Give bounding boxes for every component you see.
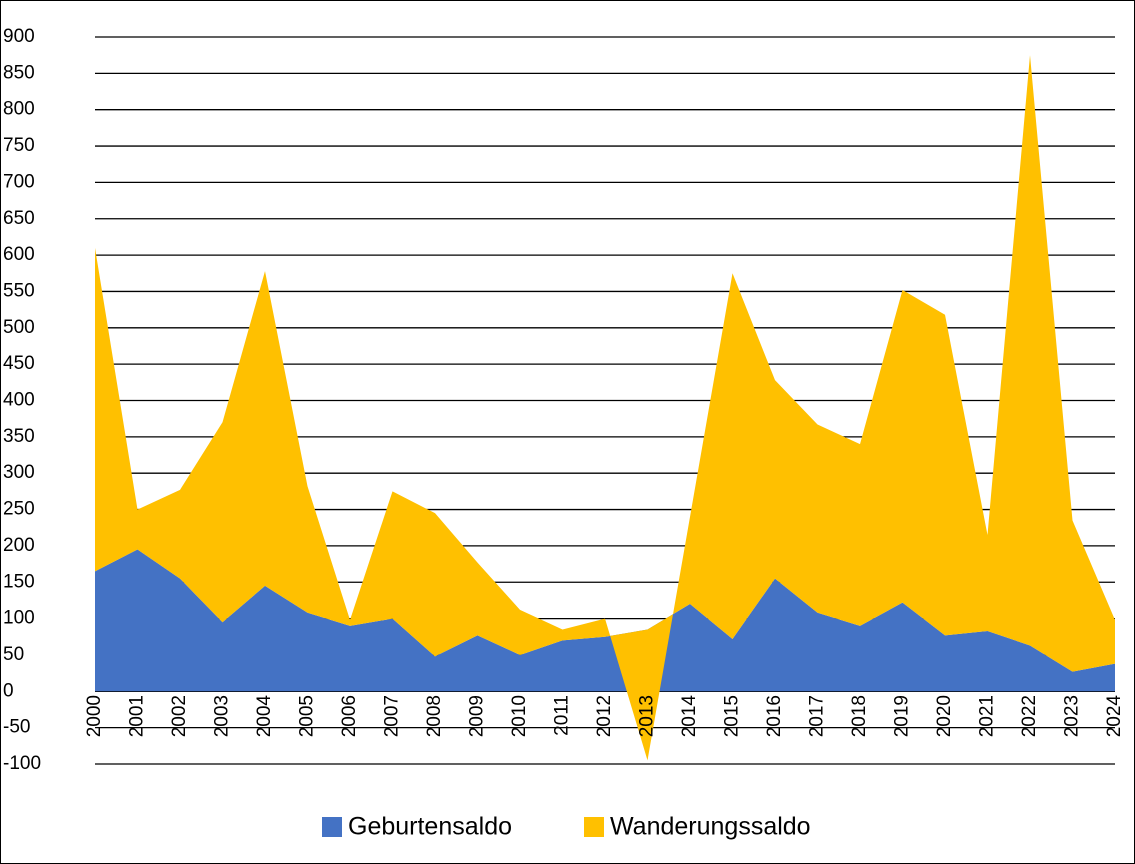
y-tick-label: 600 bbox=[3, 244, 35, 265]
x-tick-label: 2003 bbox=[212, 695, 233, 737]
y-tick-label: 800 bbox=[3, 99, 35, 120]
area bbox=[95, 55, 1115, 761]
x-tick-label: 2011 bbox=[552, 695, 573, 736]
legend-label: Wanderungssaldo bbox=[610, 813, 811, 841]
y-tick-label: 150 bbox=[3, 571, 35, 592]
x-tick-label: 2020 bbox=[934, 695, 955, 737]
y-tick-label: 200 bbox=[3, 535, 35, 556]
x-tick-label: 2016 bbox=[764, 695, 785, 737]
y-tick-label: 400 bbox=[3, 390, 35, 411]
y-tick-label: 850 bbox=[3, 62, 35, 83]
y-tick-label: 250 bbox=[3, 499, 35, 520]
y-tick-label: 500 bbox=[3, 317, 35, 338]
x-tick-label: 2000 bbox=[84, 695, 105, 737]
x-tick-label: 2002 bbox=[169, 695, 190, 737]
x-tick-label: 2005 bbox=[297, 695, 318, 737]
y-tick-label: -50 bbox=[3, 717, 30, 738]
legend-swatch bbox=[322, 817, 342, 837]
x-tick-label: 2018 bbox=[849, 695, 870, 737]
y-tick-label: 50 bbox=[3, 644, 24, 665]
x-tick-label: 2006 bbox=[339, 695, 360, 737]
x-tick-label: 2022 bbox=[1019, 695, 1040, 737]
x-tick-label: 2004 bbox=[254, 695, 275, 738]
x-tick-label: 2017 bbox=[807, 695, 828, 737]
x-tick-label: 2013 bbox=[637, 695, 658, 737]
x-tick-label: 2015 bbox=[722, 695, 743, 737]
x-tick-label: 2024 bbox=[1104, 695, 1125, 738]
y-tick-label: 750 bbox=[3, 135, 35, 156]
y-tick-label: 350 bbox=[3, 426, 35, 447]
y-tick-label: 0 bbox=[3, 680, 14, 701]
x-tick-label: 2014 bbox=[679, 695, 700, 738]
y-tick-label: 300 bbox=[3, 462, 35, 483]
y-tick-label: 100 bbox=[3, 608, 35, 629]
y-tick-label: 550 bbox=[3, 280, 35, 301]
x-tick-label: 2008 bbox=[424, 695, 445, 737]
x-tick-label: 2012 bbox=[594, 695, 615, 737]
x-tick-label: 2023 bbox=[1062, 695, 1083, 737]
legend-label: Geburtensaldo bbox=[348, 813, 512, 841]
x-tick-label: 2007 bbox=[382, 695, 403, 737]
x-tick-label: 2019 bbox=[892, 695, 913, 737]
y-tick-label: 700 bbox=[3, 171, 35, 192]
y-tick-label: -100 bbox=[3, 753, 41, 774]
x-tick-label: 2021 bbox=[977, 695, 998, 737]
x-tick-label: 2001 bbox=[127, 695, 148, 737]
x-tick-label: 2010 bbox=[509, 695, 530, 737]
y-tick-label: 900 bbox=[3, 26, 35, 47]
area bbox=[95, 549, 1115, 692]
y-tick-label: 450 bbox=[3, 353, 35, 374]
x-tick-label: 2009 bbox=[467, 695, 488, 737]
y-tick-label: 650 bbox=[3, 208, 35, 229]
legend-swatch bbox=[584, 817, 604, 837]
